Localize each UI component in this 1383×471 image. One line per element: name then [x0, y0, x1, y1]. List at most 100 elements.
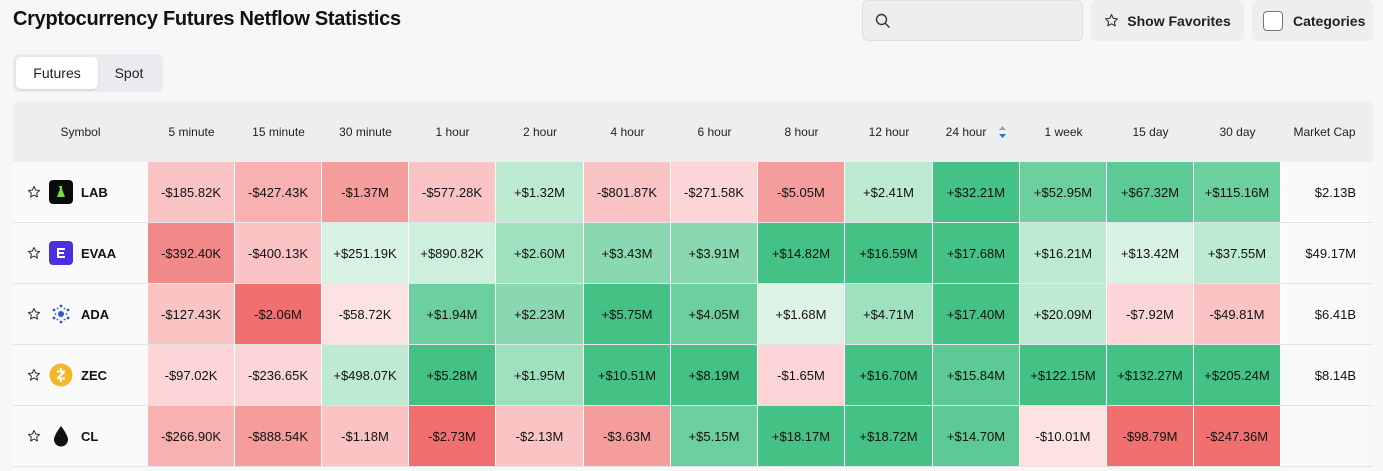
column-header-label: 5 minute [168, 125, 215, 139]
netflow-cell: -$236.65K [235, 345, 322, 405]
column-header-label: 15 day [1132, 125, 1169, 139]
favorite-star-icon[interactable] [27, 429, 41, 443]
show-favorites-button[interactable]: Show Favorites [1091, 0, 1244, 41]
netflow-cell: +$5.28M [409, 345, 496, 405]
column-header-label: 30 minute [339, 125, 392, 139]
tab-spot[interactable]: Spot [114, 65, 144, 81]
netflow-cell: +$14.82M [758, 223, 845, 283]
symbol-cell: ADA [13, 284, 148, 344]
column-header-label: Market Cap [1293, 125, 1356, 139]
netflow-cell: +$4.05M [671, 284, 758, 344]
netflow-cell: -$888.54K [235, 406, 322, 466]
column-header-label: 24 hour [945, 125, 987, 139]
cl-oil-drop-icon [49, 424, 73, 448]
netflow-cell: -$185.82K [148, 162, 235, 222]
search-input[interactable] [862, 0, 1083, 41]
column-header-4-hour[interactable]: 4 hour [584, 102, 671, 162]
column-header-15-day[interactable]: 15 day [1107, 102, 1194, 162]
netflow-cell: -$400.13K [235, 223, 322, 283]
column-header-market-cap[interactable]: Market Cap [1281, 102, 1368, 162]
column-header-label: 30 day [1219, 125, 1256, 139]
netflow-cell: +$251.19K [322, 223, 409, 283]
column-header-label: 15 minute [252, 125, 305, 139]
symbol-name: CL [81, 428, 99, 444]
categories-checkbox[interactable] [1263, 10, 1283, 31]
symbol-cell: ZEC [13, 345, 148, 405]
table-row[interactable]: ZEC -$97.02K -$236.65K +$498.07K +$5.28M +$1.… [13, 345, 1373, 406]
netflow-cell: +$17.68M [933, 223, 1020, 283]
netflow-cell: +$1.94M [409, 284, 496, 344]
netflow-cell: +$5.15M [671, 406, 758, 466]
favorite-star-icon[interactable] [27, 185, 41, 199]
netflow-cell: +$67.32M [1107, 162, 1194, 222]
column-header-12-hour[interactable]: 12 hour [845, 102, 933, 162]
column-header-label: Symbol [60, 125, 101, 139]
netflow-cell: +$3.43M [584, 223, 671, 283]
table-row[interactable]: EVAA -$392.40K -$400.13K +$251.19K +$890.82K… [13, 223, 1373, 284]
column-header-15-minute[interactable]: 15 minute [235, 102, 322, 162]
netflow-cell: +$15.84M [933, 345, 1020, 405]
ada-coin-icon [49, 302, 73, 326]
netflow-cell: -$2.13M [496, 406, 584, 466]
column-header-1-week[interactable]: 1 week [1020, 102, 1107, 162]
netflow-cell: +$16.70M [845, 345, 933, 405]
column-header-label: 1 hour [435, 125, 470, 139]
netflow-cell: +$122.15M [1020, 345, 1107, 405]
column-header-8-hour[interactable]: 8 hour [758, 102, 845, 162]
column-header-24-hour[interactable]: 24 hour [933, 102, 1020, 162]
search-icon [875, 13, 890, 28]
market-cap-cell: $6.41B [1281, 284, 1368, 344]
netflow-cell: -$2.73M [409, 406, 496, 466]
netflow-cell: -$5.05M [758, 162, 845, 222]
table-row[interactable]: ADA -$127.43K -$2.06M -$58.72K +$1.94M +$2.23… [13, 284, 1373, 345]
netflow-cell: +$16.59M [845, 223, 933, 283]
show-favorites-label: Show Favorites [1127, 12, 1231, 29]
netflow-cell: -$2.06M [235, 284, 322, 344]
page-title: Cryptocurrency Futures Netflow Statistic… [13, 8, 401, 30]
netflow-cell: -$1.65M [758, 345, 845, 405]
netflow-cell: +$4.71M [845, 284, 933, 344]
table-row[interactable]: CL -$266.90K -$888.54K -$1.18M -$2.73M -$2.13… [13, 406, 1373, 467]
categories-button[interactable]: Categories [1252, 0, 1373, 41]
column-header-5-minute[interactable]: 5 minute [148, 102, 235, 162]
netflow-cell: -$97.02K [148, 345, 235, 405]
netflow-cell: +$52.95M [1020, 162, 1107, 222]
netflow-cell: +$8.19M [671, 345, 758, 405]
table-row[interactable]: LAB -$185.82K -$427.43K -$1.37M -$577.28K +$1… [13, 162, 1373, 223]
netflow-cell: -$266.90K [148, 406, 235, 466]
netflow-cell: +$13.42M [1107, 223, 1194, 283]
netflow-cell: +$1.95M [496, 345, 584, 405]
tab-futures[interactable]: Futures [16, 57, 98, 89]
netflow-cell: -$98.79M [1107, 406, 1194, 466]
netflow-cell: +$14.70M [933, 406, 1020, 466]
symbol-cell: CL [13, 406, 148, 466]
favorite-star-icon[interactable] [27, 307, 41, 321]
netflow-cell: +$20.09M [1020, 284, 1107, 344]
column-header-30-day[interactable]: 30 day [1194, 102, 1281, 162]
column-header-2-hour[interactable]: 2 hour [496, 102, 584, 162]
netflow-cell: -$58.72K [322, 284, 409, 344]
netflow-cell: +$115.16M [1194, 162, 1281, 222]
netflow-cell: +$205.24M [1194, 345, 1281, 405]
netflow-cell: -$49.81M [1194, 284, 1281, 344]
netflow-cell: +$132.27M [1107, 345, 1194, 405]
column-header-30-minute[interactable]: 30 minute [322, 102, 409, 162]
netflow-cell: -$427.43K [235, 162, 322, 222]
netflow-cell: +$1.68M [758, 284, 845, 344]
sort-descending-icon[interactable] [998, 125, 1007, 139]
market-type-tabs: Futures Spot [13, 54, 163, 92]
netflow-table: Symbol 5 minute 15 minute 30 minute 1 hour 2 … [13, 102, 1373, 467]
star-icon [1105, 14, 1119, 27]
netflow-cell: +$16.21M [1020, 223, 1107, 283]
netflow-cell: -$1.37M [322, 162, 409, 222]
column-header-symbol[interactable]: Symbol [13, 102, 148, 162]
column-header-1-hour[interactable]: 1 hour [409, 102, 496, 162]
evaa-coin-icon [49, 241, 73, 265]
netflow-cell: +$17.40M [933, 284, 1020, 344]
column-header-label: 12 hour [868, 125, 910, 139]
symbol-cell: LAB [13, 162, 148, 222]
column-header-6-hour[interactable]: 6 hour [671, 102, 758, 162]
favorite-star-icon[interactable] [27, 368, 41, 382]
netflow-cell: +$5.75M [584, 284, 671, 344]
favorite-star-icon[interactable] [27, 246, 41, 260]
